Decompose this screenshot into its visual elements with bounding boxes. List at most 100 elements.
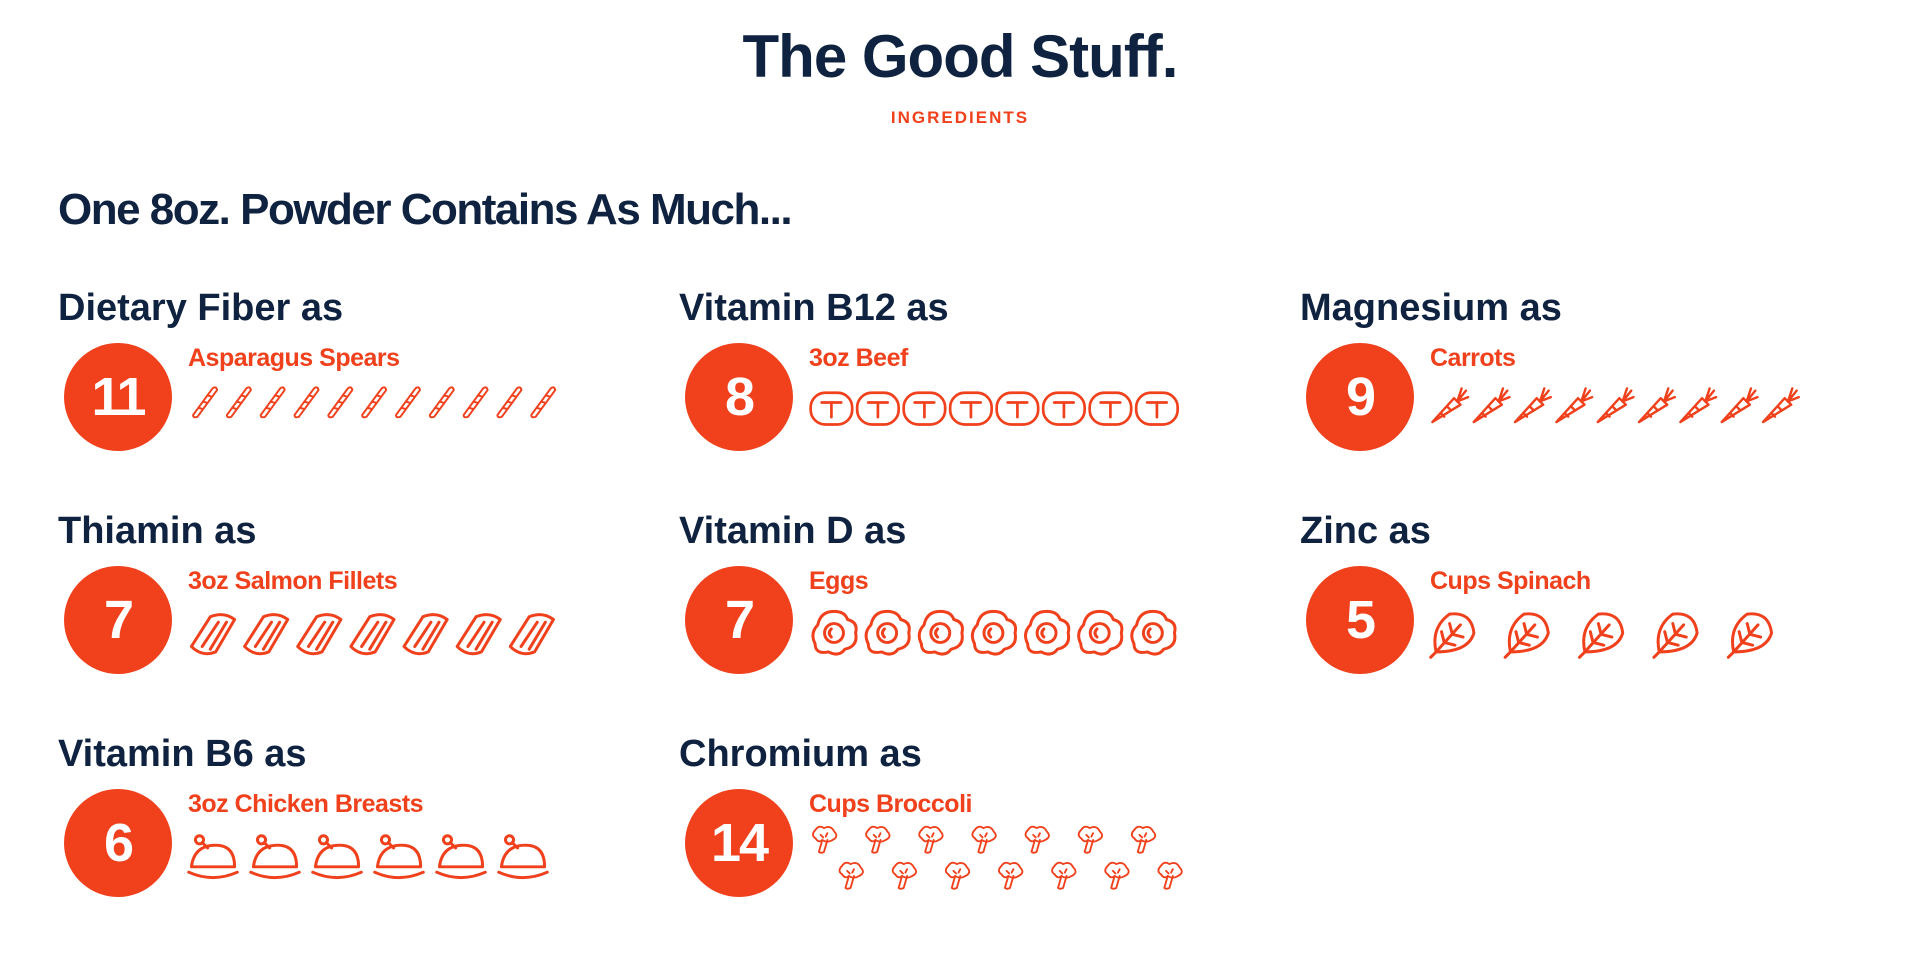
food-icon bbox=[361, 386, 388, 419]
food-icon bbox=[995, 391, 1040, 426]
count-badge: 11 bbox=[64, 343, 172, 451]
nutrient-label: Magnesium as bbox=[1300, 287, 1562, 329]
food-label: Cups Spinach bbox=[1430, 567, 1591, 595]
food-icon bbox=[428, 386, 455, 419]
food-icon bbox=[838, 861, 864, 890]
food-icon bbox=[508, 613, 555, 656]
count-badge: 5 bbox=[1306, 566, 1414, 674]
food-icon bbox=[455, 613, 502, 656]
food-icon bbox=[402, 613, 449, 656]
food-icon bbox=[373, 834, 425, 880]
food-icon bbox=[225, 386, 252, 419]
food-icon bbox=[1652, 612, 1699, 659]
nutrient-label: Vitamin D as bbox=[679, 510, 907, 552]
food-icon bbox=[1077, 609, 1124, 656]
food-label: Cups Broccoli bbox=[809, 790, 972, 818]
food-icon bbox=[1578, 612, 1625, 659]
food-label: Eggs bbox=[809, 567, 869, 595]
food-icon bbox=[249, 834, 301, 880]
food-icon bbox=[864, 609, 911, 656]
food-icon bbox=[327, 386, 354, 419]
food-icon bbox=[1503, 612, 1550, 659]
count-badge: 6 bbox=[64, 789, 172, 897]
food-icon bbox=[435, 834, 487, 880]
food-icon bbox=[865, 825, 891, 854]
food-icon bbox=[1431, 387, 1470, 424]
food-icon bbox=[259, 386, 286, 419]
food-icon bbox=[1726, 612, 1773, 659]
food-icon bbox=[1157, 861, 1183, 890]
food-icon bbox=[296, 613, 343, 656]
food-icon bbox=[243, 613, 290, 656]
count-badge: 9 bbox=[1306, 343, 1414, 451]
count-badge: 14 bbox=[685, 789, 793, 897]
food-icon bbox=[855, 391, 901, 426]
count-badge: 8 bbox=[685, 343, 793, 451]
nutrient-label: Dietary Fiber as bbox=[58, 287, 344, 329]
food-icon bbox=[1041, 391, 1087, 426]
food-icon bbox=[1104, 861, 1130, 890]
food-icons bbox=[189, 613, 555, 656]
food-label: Asparagus Spears bbox=[188, 344, 400, 372]
food-icon bbox=[1429, 612, 1476, 659]
food-icon bbox=[1761, 387, 1801, 424]
heading: One 8oz. Powder Contains As Much... bbox=[58, 185, 793, 234]
food-icons bbox=[811, 609, 1177, 656]
food-icon bbox=[1596, 387, 1635, 424]
food-icon bbox=[1088, 391, 1133, 426]
food-icon bbox=[1024, 609, 1071, 656]
food-icon bbox=[918, 825, 944, 854]
food-icon bbox=[948, 391, 994, 426]
food-label: 3oz Beef bbox=[809, 344, 908, 372]
food-icons bbox=[187, 834, 549, 880]
food-icon bbox=[1720, 387, 1759, 424]
food-icon bbox=[917, 609, 964, 656]
nutrient-label: Thiamin as bbox=[58, 510, 257, 552]
food-icon bbox=[293, 386, 320, 419]
food-icon bbox=[1637, 387, 1677, 424]
food-icon bbox=[1679, 387, 1718, 424]
food-icon bbox=[1051, 861, 1077, 890]
food-icon bbox=[1134, 391, 1180, 426]
food-icon bbox=[944, 861, 971, 890]
nutrient-label: Vitamin B12 as bbox=[679, 287, 949, 329]
food-icon bbox=[349, 613, 396, 656]
food-icon bbox=[1513, 387, 1553, 424]
food-label: Carrots bbox=[1430, 344, 1516, 372]
food-icon bbox=[812, 825, 838, 854]
food-icons bbox=[1429, 612, 1773, 659]
food-icon bbox=[395, 386, 421, 419]
food-icon bbox=[891, 861, 918, 890]
nutrient-label: Zinc as bbox=[1300, 510, 1431, 552]
title: The Good Stuff. bbox=[742, 23, 1179, 90]
food-icons bbox=[1431, 387, 1801, 424]
food-icon bbox=[811, 609, 858, 656]
food-icon bbox=[998, 861, 1024, 890]
food-label: 3oz Salmon Fillets bbox=[188, 567, 398, 595]
count-badge: 7 bbox=[685, 566, 793, 674]
food-icon bbox=[1130, 825, 1157, 854]
food-icon bbox=[1024, 825, 1050, 854]
food-icon bbox=[189, 613, 237, 656]
food-icon bbox=[497, 834, 549, 880]
food-icon bbox=[902, 391, 947, 426]
food-icons bbox=[812, 825, 1183, 890]
food-icon bbox=[462, 386, 489, 419]
nutrient-label: Vitamin B6 as bbox=[58, 733, 307, 775]
food-icon bbox=[311, 834, 363, 880]
food-icon bbox=[1130, 609, 1177, 656]
subtitle: INGREDIENTS bbox=[890, 108, 1030, 127]
food-icon bbox=[809, 391, 854, 426]
food-icons bbox=[192, 386, 557, 419]
food-icons bbox=[809, 391, 1180, 426]
food-icon bbox=[1077, 825, 1104, 854]
food-icon bbox=[192, 386, 219, 419]
count-badge: 7 bbox=[64, 566, 172, 674]
food-icon bbox=[971, 825, 997, 854]
food-icon bbox=[187, 834, 239, 880]
food-icon bbox=[530, 386, 557, 419]
nutrient-label: Chromium as bbox=[679, 733, 922, 775]
food-icon bbox=[1472, 387, 1511, 424]
food-label: 3oz Chicken Breasts bbox=[188, 790, 424, 818]
